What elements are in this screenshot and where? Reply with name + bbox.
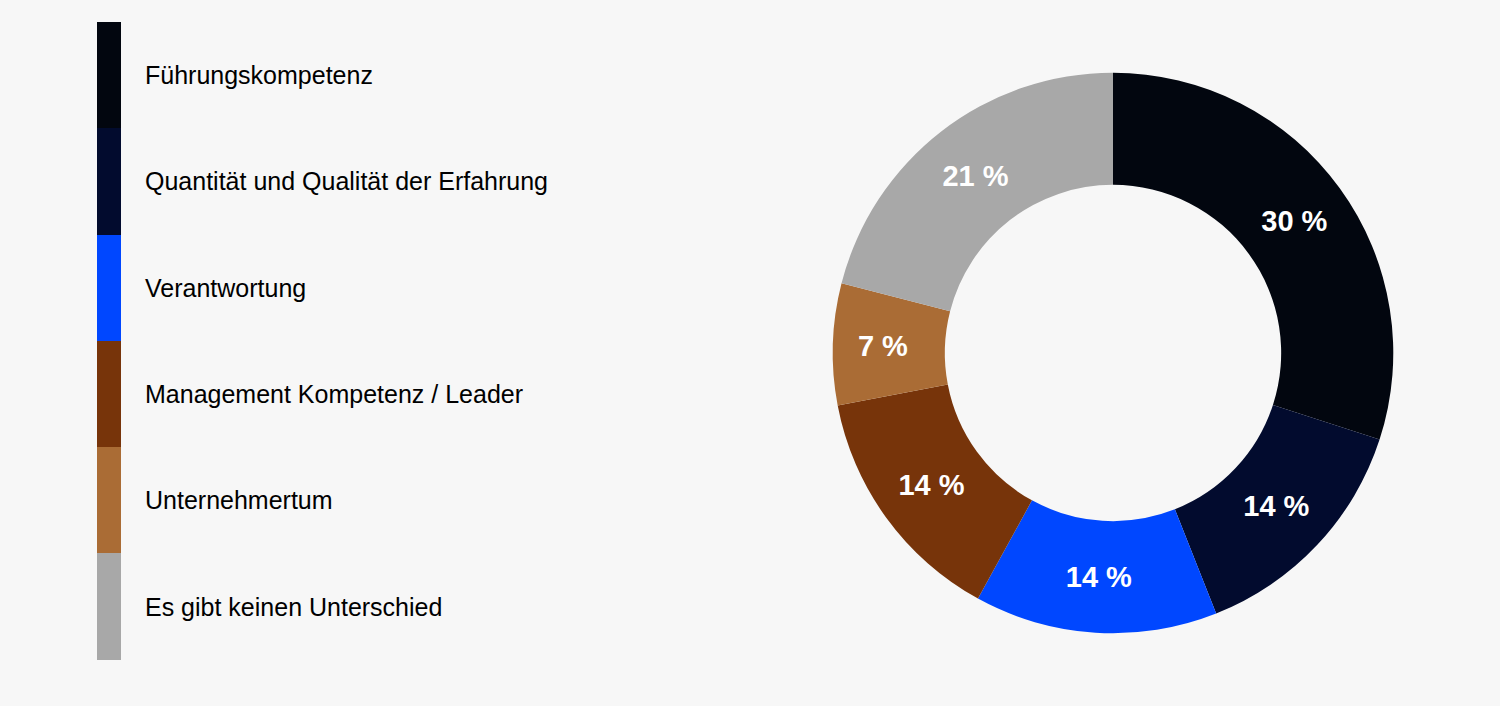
- html-text:Verantwortung: Verantwortung: [145, 273, 307, 302]
- svg-text:14 %: 14 %: [1243, 490, 1309, 522]
- svg-text:30 %: 30 %: [1261, 205, 1327, 237]
- svg-text:14 %: 14 %: [1066, 561, 1132, 593]
- html-text:Management Kompetenz / Leader: Management Kompetenz / Leader: [145, 379, 523, 408]
- html-text:Führungskompetenz: Führungskompetenz: [145, 60, 373, 89]
- svg-text:21 %: 21 %: [942, 160, 1008, 192]
- svg-text:14 %: 14 %: [898, 469, 964, 501]
- html-text:Unternehmertum: Unternehmertum: [145, 485, 333, 514]
- html-text:Quantität und Qualität der Erf: Quantität und Qualität der Erfahrung: [145, 166, 548, 195]
- html-text:Es gibt keinen Unterschied: Es gibt keinen Unterschied: [145, 592, 443, 621]
- svg-text:7 %: 7 %: [858, 330, 908, 362]
